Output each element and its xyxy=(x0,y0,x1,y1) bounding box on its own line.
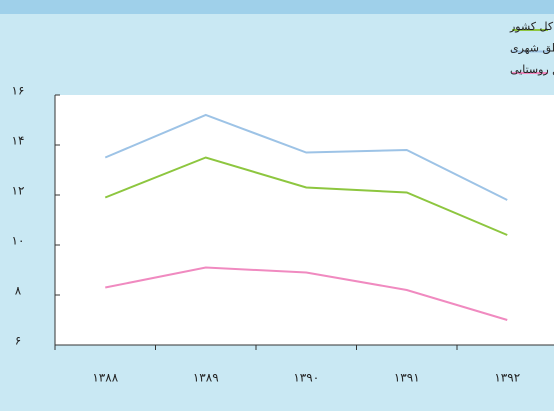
legend-text: مناطق شهری xyxy=(510,42,554,56)
line-series xyxy=(104,113,508,201)
y-tick-label: ۱۴ xyxy=(12,134,25,148)
y-tick-label: ۶ xyxy=(15,334,21,348)
legend-text: کل کشور xyxy=(509,20,554,33)
x-tick-label: ۱۳۹۰ xyxy=(293,371,319,385)
legend-text: مناطق روستایی xyxy=(510,63,554,77)
y-tick-label: ۱۲ xyxy=(12,184,25,198)
x-tick-label: ۱۳۹۱ xyxy=(394,371,420,385)
plot-area xyxy=(55,95,554,345)
y-tick-label: ۸ xyxy=(15,284,22,298)
line-series xyxy=(105,266,508,321)
y-tick-label: ۱۰ xyxy=(12,234,25,248)
x-tick-label: ۱۳۹۲ xyxy=(494,371,520,385)
x-tick-label: ۱۳۸۸ xyxy=(92,371,118,385)
x-tick-label: ۱۳۸۹ xyxy=(193,371,219,385)
top-band xyxy=(0,0,554,14)
line-series xyxy=(104,156,508,236)
y-tick-label: ۱۶ xyxy=(12,84,25,98)
